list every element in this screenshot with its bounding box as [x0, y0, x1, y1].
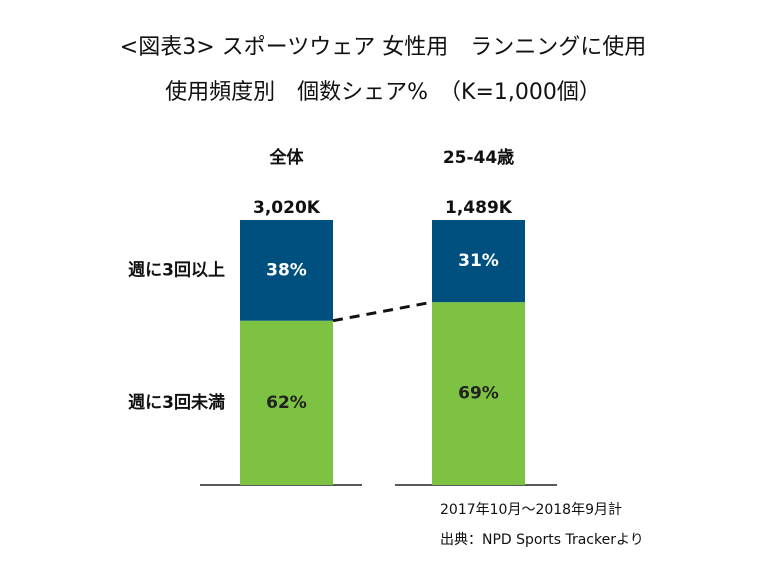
- note: 出典：NPD Sports Trackerより: [440, 532, 644, 548]
- total-label: 3,020K: [253, 198, 321, 218]
- value-label: 38%: [266, 260, 307, 280]
- chart-title: <図表3> スポーツウェア 女性用 ランニングに使用: [120, 35, 646, 60]
- series-label: 週に3回以上: [128, 260, 225, 280]
- chart-subtitle: 使用頻度別 個数シェア% （K=1,000個）: [165, 80, 601, 105]
- value-label: 69%: [458, 384, 499, 404]
- category-label: 25-44歳: [443, 147, 514, 168]
- total-label: 1,489K: [445, 198, 513, 218]
- value-label: 31%: [458, 251, 499, 271]
- bar-segment: [240, 320, 333, 485]
- bar-segment: [432, 220, 525, 303]
- bar-segment: [240, 220, 333, 321]
- connector: [332, 300, 433, 323]
- value-label: 62%: [266, 393, 307, 413]
- series-label: 週に3回未満: [128, 392, 225, 413]
- category-label: 全体: [269, 147, 305, 168]
- note: 2017年10月～2018年9月計: [440, 502, 622, 518]
- bar-segment: [432, 302, 525, 485]
